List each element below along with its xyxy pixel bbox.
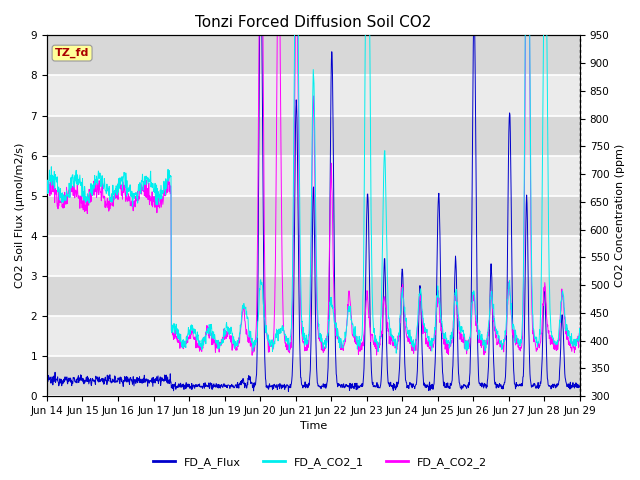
Bar	[47, 75, 580, 116]
Bar	[47, 36, 580, 75]
Bar	[47, 356, 580, 396]
Title: Tonzi Forced Diffusion Soil CO2: Tonzi Forced Diffusion Soil CO2	[195, 15, 431, 30]
Legend: FD_A_Flux, FD_A_CO2_1, FD_A_CO2_2: FD_A_Flux, FD_A_CO2_1, FD_A_CO2_2	[148, 452, 492, 472]
X-axis label: Time: Time	[300, 421, 327, 432]
Text: TZ_fd: TZ_fd	[55, 48, 89, 58]
Bar	[47, 236, 580, 276]
Bar	[47, 196, 580, 236]
Y-axis label: CO2 Concentration (ppm): CO2 Concentration (ppm)	[615, 144, 625, 288]
Bar	[47, 116, 580, 156]
Bar	[47, 276, 580, 316]
Y-axis label: CO2 Soil Flux (μmol/m2/s): CO2 Soil Flux (μmol/m2/s)	[15, 143, 25, 288]
Bar	[47, 316, 580, 356]
Bar	[47, 156, 580, 196]
